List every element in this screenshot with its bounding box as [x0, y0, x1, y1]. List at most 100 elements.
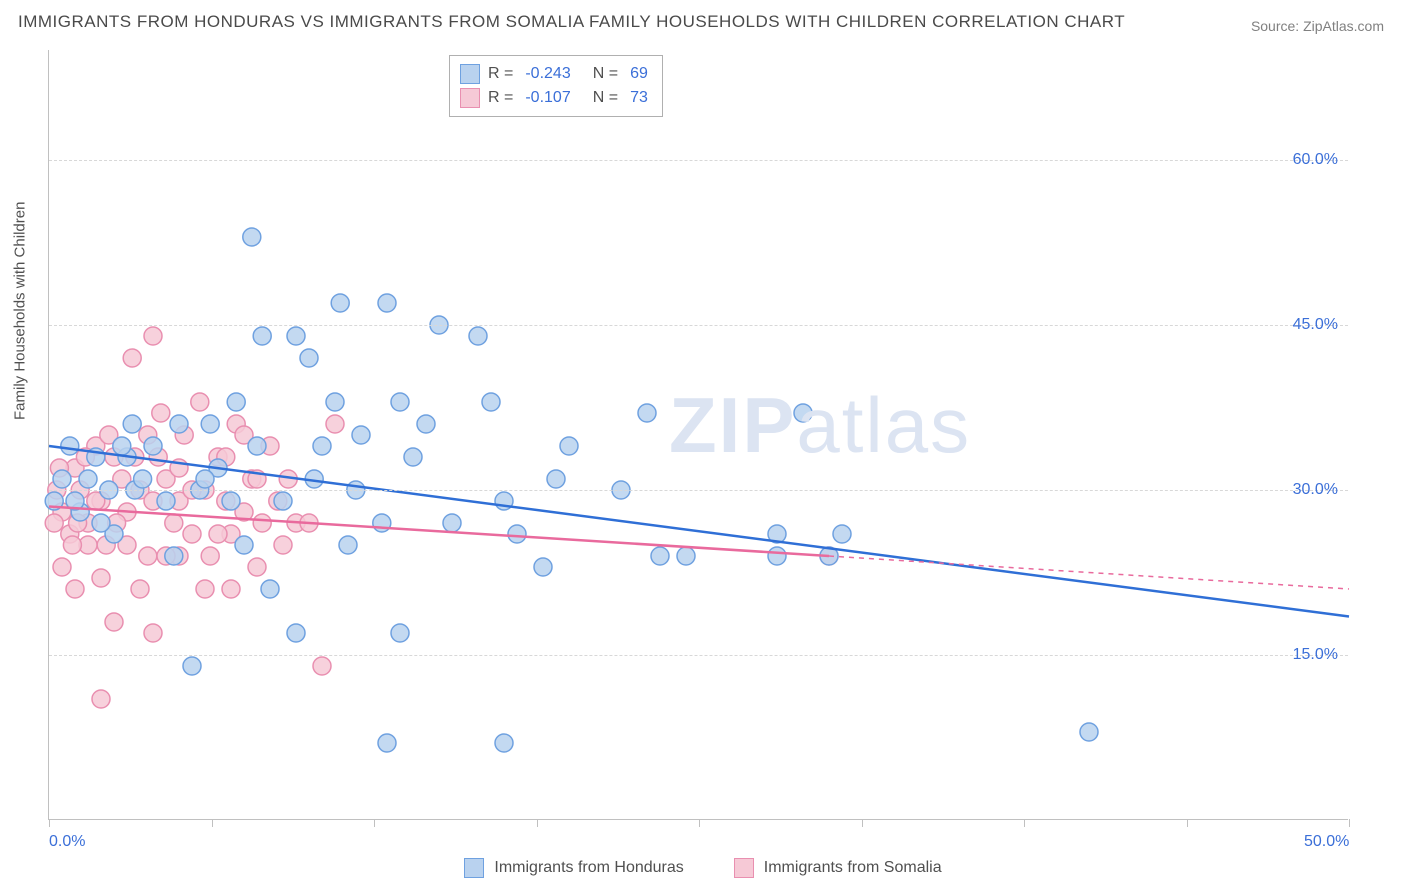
x-tick-label: 50.0% — [1304, 833, 1349, 851]
swatch-honduras — [460, 64, 480, 84]
y-tick-label: 30.0% — [1293, 481, 1338, 499]
data-point — [243, 228, 261, 246]
x-tick — [1349, 819, 1350, 827]
bottom-legend-item-0: Immigrants from Honduras — [464, 858, 683, 878]
data-point — [287, 624, 305, 642]
data-point — [313, 437, 331, 455]
data-point — [235, 536, 253, 554]
data-point — [248, 558, 266, 576]
r-label-0: R = — [488, 62, 513, 86]
data-point — [92, 690, 110, 708]
n-value-0: 69 — [630, 62, 648, 86]
data-point — [113, 437, 131, 455]
data-point — [651, 547, 669, 565]
data-point — [123, 415, 141, 433]
r-value-1: -0.107 — [525, 86, 570, 110]
data-point — [326, 415, 344, 433]
data-point — [274, 492, 292, 510]
data-point — [261, 580, 279, 598]
data-point — [391, 624, 409, 642]
correlation-legend: R = -0.243 N = 69 R = -0.107 N = 73 — [449, 55, 663, 117]
data-point — [170, 415, 188, 433]
data-point — [139, 547, 157, 565]
data-point — [196, 470, 214, 488]
data-point — [253, 327, 271, 345]
plot-area: ZIPatlas R = -0.243 N = 69 R = -0.107 N … — [48, 50, 1348, 820]
gridline — [49, 325, 1348, 326]
data-point — [404, 448, 422, 466]
x-tick — [374, 819, 375, 827]
source-label: Source: ZipAtlas.com — [1251, 18, 1384, 34]
data-point — [495, 734, 513, 752]
data-point — [123, 349, 141, 367]
data-point — [152, 404, 170, 422]
x-tick — [1187, 819, 1188, 827]
bottom-legend-label-0: Immigrants from Honduras — [494, 859, 683, 877]
data-point — [209, 525, 227, 543]
data-point — [92, 569, 110, 587]
data-point — [196, 580, 214, 598]
data-point — [794, 404, 812, 422]
data-point — [482, 393, 500, 411]
data-point — [638, 404, 656, 422]
data-point — [144, 327, 162, 345]
data-point — [222, 580, 240, 598]
data-point — [326, 393, 344, 411]
r-value-0: -0.243 — [525, 62, 570, 86]
gridline — [49, 160, 1348, 161]
data-point — [165, 514, 183, 532]
data-point — [313, 657, 331, 675]
x-tick — [862, 819, 863, 827]
data-point — [165, 547, 183, 565]
trend-line — [49, 446, 1349, 617]
data-point — [378, 734, 396, 752]
y-tick-label: 60.0% — [1293, 151, 1338, 169]
data-point — [534, 558, 552, 576]
data-point — [53, 470, 71, 488]
data-point — [300, 349, 318, 367]
x-tick — [212, 819, 213, 827]
data-point — [201, 547, 219, 565]
data-point — [144, 437, 162, 455]
data-point — [547, 470, 565, 488]
data-point — [391, 393, 409, 411]
data-point — [183, 657, 201, 675]
data-point — [253, 514, 271, 532]
swatch-somalia — [460, 88, 480, 108]
data-point — [222, 492, 240, 510]
gridline — [49, 490, 1348, 491]
data-point — [768, 547, 786, 565]
data-point — [417, 415, 435, 433]
y-tick-label: 45.0% — [1293, 316, 1338, 334]
data-point — [469, 327, 487, 345]
data-point — [45, 514, 63, 532]
y-axis-label: Family Households with Children — [12, 202, 29, 420]
data-point — [131, 580, 149, 598]
data-point — [560, 437, 578, 455]
data-point — [144, 624, 162, 642]
data-point — [183, 525, 201, 543]
r-label-1: R = — [488, 86, 513, 110]
y-tick-label: 15.0% — [1293, 646, 1338, 664]
n-label-0: N = — [593, 62, 618, 86]
data-point — [105, 613, 123, 631]
data-point — [53, 558, 71, 576]
trend-line-dashed — [829, 556, 1349, 589]
data-point — [833, 525, 851, 543]
data-point — [227, 393, 245, 411]
data-point — [79, 470, 97, 488]
data-point — [201, 415, 219, 433]
x-tick — [49, 819, 50, 827]
data-point — [352, 426, 370, 444]
data-point — [157, 492, 175, 510]
data-point — [373, 514, 391, 532]
data-point — [331, 294, 349, 312]
n-value-1: 73 — [630, 86, 648, 110]
data-point — [274, 536, 292, 554]
bottom-swatch-0 — [464, 858, 484, 878]
data-point — [287, 327, 305, 345]
x-tick — [1024, 819, 1025, 827]
data-point — [61, 437, 79, 455]
data-point — [66, 580, 84, 598]
bottom-legend-item-1: Immigrants from Somalia — [734, 858, 942, 878]
